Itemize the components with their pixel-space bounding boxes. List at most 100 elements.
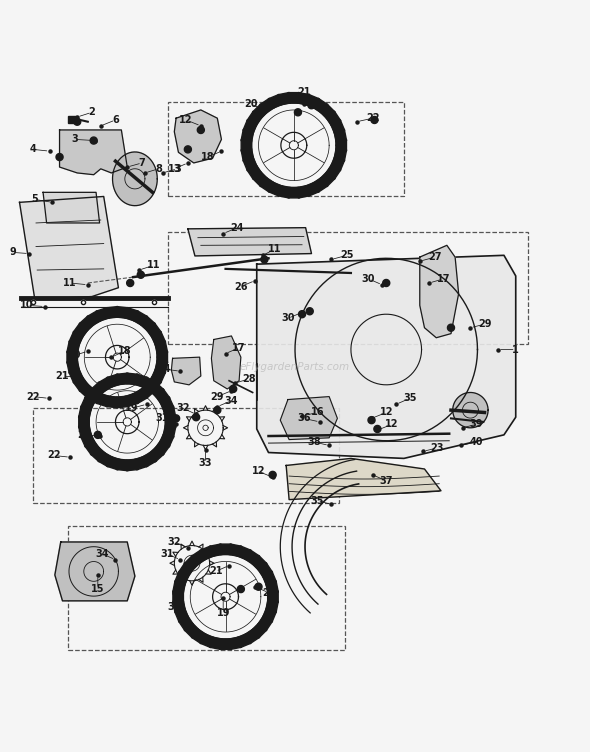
Text: 13: 13: [168, 164, 181, 174]
Text: 32: 32: [176, 403, 190, 414]
Text: 34: 34: [225, 396, 238, 406]
Polygon shape: [60, 130, 127, 174]
Polygon shape: [209, 544, 222, 556]
Polygon shape: [200, 634, 214, 647]
Text: 21: 21: [209, 566, 222, 577]
Polygon shape: [160, 433, 174, 447]
Polygon shape: [320, 171, 335, 186]
Text: 35: 35: [403, 393, 417, 403]
Polygon shape: [133, 390, 148, 404]
Polygon shape: [211, 336, 241, 389]
Text: 32: 32: [168, 537, 181, 547]
Polygon shape: [160, 397, 174, 411]
Text: 12: 12: [252, 466, 266, 476]
Polygon shape: [94, 432, 101, 438]
Polygon shape: [43, 193, 100, 223]
Polygon shape: [237, 586, 244, 593]
Polygon shape: [67, 351, 77, 363]
Polygon shape: [73, 377, 88, 392]
Polygon shape: [219, 639, 231, 650]
Text: 24: 24: [231, 223, 244, 232]
Polygon shape: [268, 591, 278, 602]
Bar: [169, 102, 404, 196]
Polygon shape: [179, 562, 193, 578]
Polygon shape: [87, 311, 101, 325]
Text: 33: 33: [168, 602, 181, 611]
Polygon shape: [174, 110, 221, 163]
Polygon shape: [155, 361, 168, 374]
Text: 7: 7: [139, 158, 145, 168]
Text: 29: 29: [211, 392, 224, 402]
Polygon shape: [383, 280, 390, 287]
Polygon shape: [107, 374, 120, 387]
Polygon shape: [155, 341, 168, 353]
Text: 20: 20: [244, 99, 258, 109]
Text: 33: 33: [199, 458, 212, 468]
Polygon shape: [374, 426, 381, 432]
Polygon shape: [188, 228, 312, 256]
Text: 39: 39: [470, 420, 483, 429]
Polygon shape: [258, 616, 273, 631]
Polygon shape: [326, 165, 341, 180]
Polygon shape: [173, 581, 185, 593]
Polygon shape: [313, 99, 328, 113]
Text: eFlygardenParts.com: eFlygardenParts.com: [240, 362, 350, 372]
Polygon shape: [252, 623, 267, 638]
Polygon shape: [297, 92, 310, 105]
Text: 18: 18: [201, 152, 215, 162]
Text: 36: 36: [297, 414, 310, 423]
Text: 27: 27: [428, 252, 442, 262]
Text: 17: 17: [437, 274, 450, 284]
Text: 10: 10: [21, 300, 34, 311]
Polygon shape: [278, 186, 290, 198]
Polygon shape: [263, 608, 277, 623]
Polygon shape: [90, 447, 106, 462]
Text: 1: 1: [512, 344, 519, 354]
Text: 40: 40: [470, 437, 483, 447]
Text: 18: 18: [117, 346, 131, 356]
Polygon shape: [306, 308, 313, 315]
Polygon shape: [84, 389, 99, 403]
Polygon shape: [157, 351, 168, 363]
Polygon shape: [117, 396, 129, 408]
Text: 12: 12: [385, 420, 399, 429]
Text: 9: 9: [9, 247, 16, 257]
Polygon shape: [127, 280, 134, 287]
Polygon shape: [260, 177, 274, 193]
Text: 26: 26: [234, 281, 248, 292]
Polygon shape: [152, 369, 166, 383]
Polygon shape: [331, 120, 345, 134]
Polygon shape: [306, 183, 319, 196]
Polygon shape: [74, 118, 81, 126]
Text: 5: 5: [31, 195, 38, 205]
Text: 15: 15: [91, 584, 104, 594]
Text: 11: 11: [268, 244, 281, 254]
Text: 28: 28: [242, 374, 256, 384]
Polygon shape: [133, 311, 148, 325]
Polygon shape: [286, 459, 441, 499]
Text: 30: 30: [281, 314, 294, 323]
Polygon shape: [149, 447, 164, 462]
Polygon shape: [96, 393, 109, 407]
Text: 19: 19: [124, 403, 138, 414]
Polygon shape: [278, 92, 290, 105]
Polygon shape: [297, 186, 310, 198]
Polygon shape: [253, 171, 267, 186]
Polygon shape: [313, 177, 328, 193]
Polygon shape: [155, 389, 170, 403]
Text: 3: 3: [71, 135, 78, 144]
Bar: [169, 232, 527, 344]
Polygon shape: [140, 384, 155, 399]
Polygon shape: [175, 572, 188, 585]
Polygon shape: [197, 126, 204, 134]
Polygon shape: [288, 92, 300, 103]
Polygon shape: [69, 332, 83, 345]
Polygon shape: [142, 377, 157, 391]
Polygon shape: [294, 109, 301, 116]
Polygon shape: [19, 196, 119, 299]
Polygon shape: [106, 396, 118, 408]
Polygon shape: [106, 307, 118, 318]
Polygon shape: [125, 393, 139, 407]
Polygon shape: [241, 139, 252, 151]
Text: 31: 31: [156, 414, 169, 423]
